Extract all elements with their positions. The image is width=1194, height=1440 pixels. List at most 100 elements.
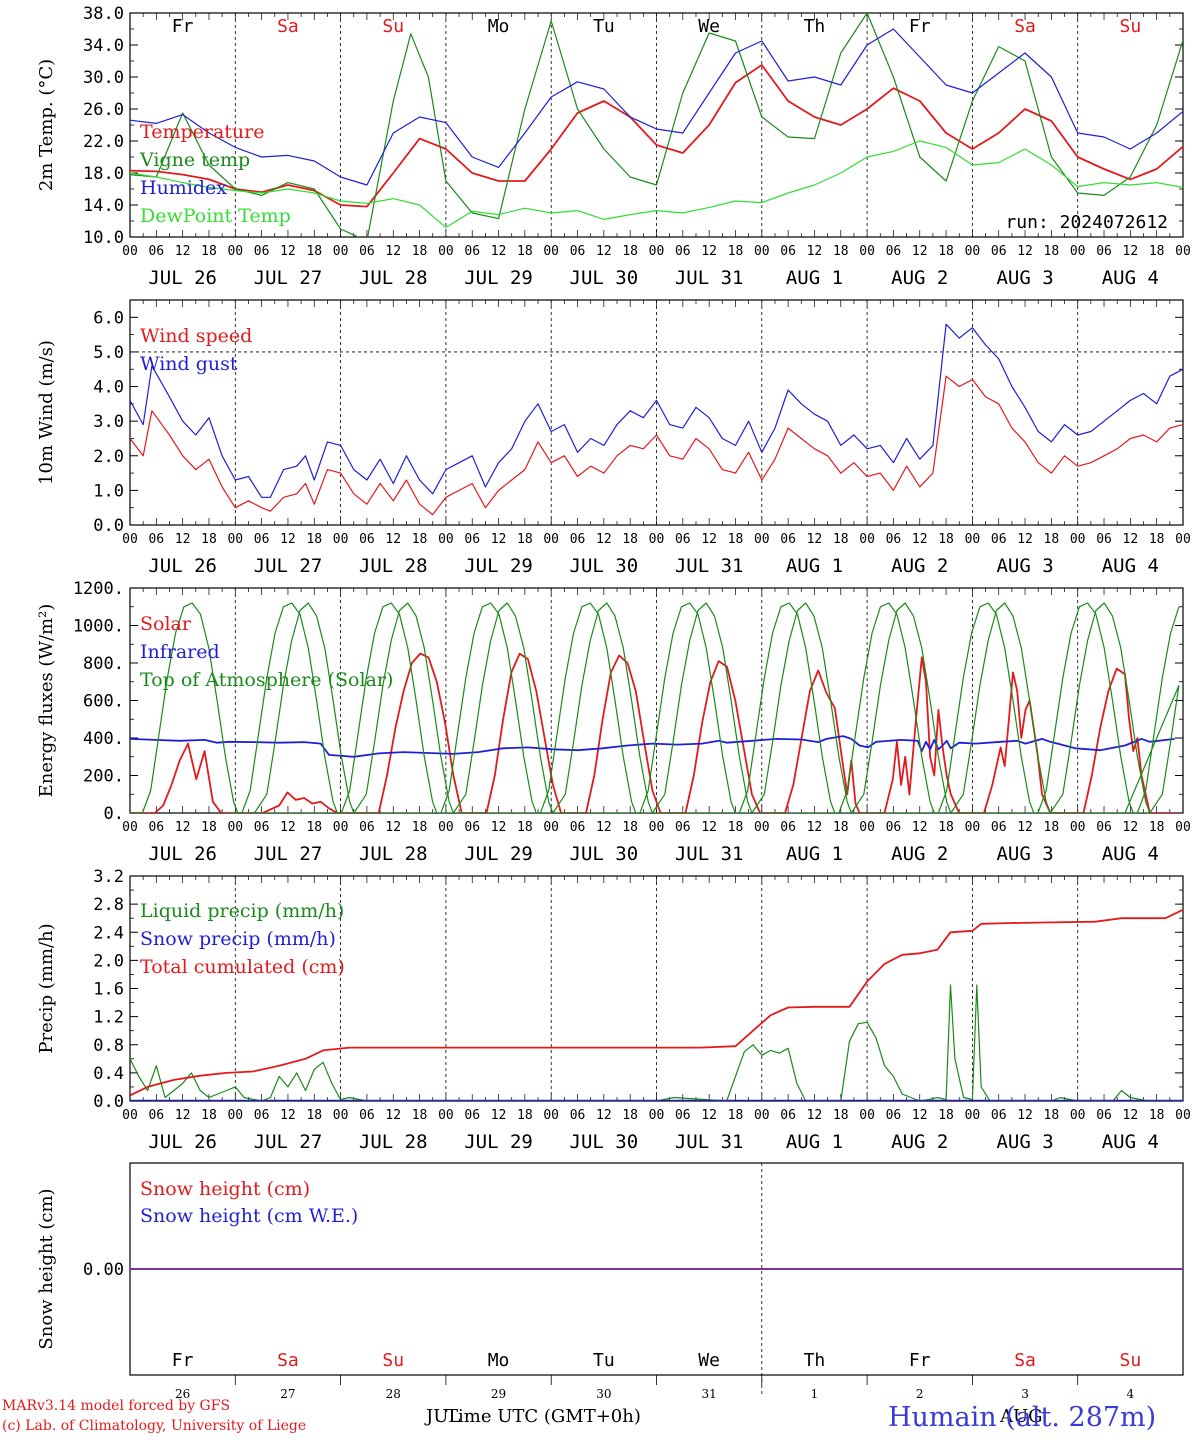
hour-tick-label: 06: [254, 244, 270, 259]
y-tick-label: 3.0: [93, 412, 124, 432]
hour-tick-label: 12: [912, 1108, 928, 1123]
hour-tick-label: 06: [991, 1108, 1007, 1123]
hour-tick-label: 06: [1096, 532, 1112, 547]
weekday-label: Tu: [593, 16, 615, 37]
date-label: AUG 4: [1102, 1131, 1159, 1153]
hour-tick-label: 18: [412, 1108, 428, 1123]
y-tick-label: 26.0: [83, 100, 124, 120]
date-label: JUL 27: [254, 843, 323, 865]
series-line-temperature: [130, 64, 1183, 208]
hour-tick-label: 18: [306, 820, 322, 835]
date-label: JUL 29: [464, 555, 533, 577]
hour-tick-label: 18: [1044, 820, 1060, 835]
date-label: JUL 28: [359, 555, 428, 577]
hour-tick-label: 00: [965, 820, 981, 835]
hour-tick-label: 18: [833, 1108, 849, 1123]
legend-entry: Snow height (cm W.E.): [140, 1205, 358, 1227]
y-tick-label: 1000.: [73, 617, 124, 637]
hour-tick-label: 06: [886, 532, 902, 547]
hour-tick-label: 00: [227, 244, 243, 259]
hour-tick-label: 06: [886, 1108, 902, 1123]
y-tick-label: 6.0: [93, 308, 124, 328]
legend-entry: Wind gust: [140, 353, 238, 375]
hour-tick-label: 06: [780, 244, 796, 259]
hour-tick-label: 12: [280, 820, 296, 835]
weekday-label: Sa: [1014, 1350, 1036, 1371]
y-tick-label: 5.0: [93, 343, 124, 363]
hour-tick-label: 00: [859, 1108, 875, 1123]
date-label: JUL 31: [675, 843, 744, 865]
y-axis-label: 2m Temp. (°C): [36, 59, 57, 191]
hour-tick-label: 06: [991, 820, 1007, 835]
date-label: AUG 3: [996, 1131, 1053, 1153]
hour-tick-label: 00: [754, 1108, 770, 1123]
credit-line-2: (c) Lab. of Climatology, University of L…: [2, 1418, 307, 1434]
date-label: JUL 29: [464, 843, 533, 865]
month-label-right: AUG: [1000, 1406, 1043, 1427]
hour-tick-label: 12: [912, 820, 928, 835]
hour-tick-label: 12: [491, 820, 507, 835]
date-label: JUL 30: [570, 555, 639, 577]
y-tick-label: 0.: [104, 804, 124, 824]
hour-tick-label: 06: [1096, 1108, 1112, 1123]
series-line-solar: [130, 652, 1175, 813]
y-tick-label: 22.0: [83, 132, 124, 152]
hour-tick-label: 06: [675, 1108, 691, 1123]
y-tick-label: 2.4: [93, 923, 124, 943]
hour-tick-label: 18: [412, 532, 428, 547]
day-number-label: 1: [811, 1387, 819, 1401]
hour-tick-label: 06: [148, 820, 164, 835]
hour-tick-label: 06: [780, 820, 796, 835]
day-number-label: 31: [702, 1387, 717, 1401]
date-label: AUG 2: [891, 267, 948, 289]
hour-tick-label: 00: [649, 244, 665, 259]
y-tick-label: 600.: [83, 692, 124, 712]
hour-tick-label: 18: [938, 244, 954, 259]
hour-tick-label: 12: [701, 820, 717, 835]
hour-tick-label: 12: [280, 244, 296, 259]
hour-tick-label: 12: [491, 532, 507, 547]
hour-tick-label: 06: [464, 1108, 480, 1123]
legend-entry: Total cumulated (cm): [140, 956, 345, 978]
hour-tick-label: 06: [780, 1108, 796, 1123]
hour-tick-label: 00: [122, 244, 138, 259]
date-label: JUL 28: [359, 843, 428, 865]
hour-tick-label: 12: [491, 1108, 507, 1123]
hour-tick-label: 18: [1149, 820, 1165, 835]
hour-tick-label: 18: [833, 244, 849, 259]
y-tick-label: 1200.: [73, 579, 124, 599]
hour-tick-label: 12: [1017, 1108, 1033, 1123]
date-label: JUL 26: [148, 267, 217, 289]
hour-tick-label: 12: [596, 532, 612, 547]
hour-tick-label: 00: [859, 820, 875, 835]
hour-tick-label: 12: [807, 532, 823, 547]
y-tick-label: 2.8: [93, 895, 124, 915]
hour-tick-label: 00: [859, 244, 875, 259]
hour-tick-label: 00: [227, 820, 243, 835]
legend-entry: Infrared: [140, 641, 220, 663]
weekday-label: Fr: [909, 1350, 931, 1371]
hour-tick-label: 00: [227, 532, 243, 547]
hour-tick-label: 18: [306, 1108, 322, 1123]
hour-tick-label: 12: [596, 1108, 612, 1123]
legend-entry: Snow height (cm): [140, 1178, 310, 1200]
hour-tick-label: 00: [333, 820, 349, 835]
hour-tick-label: 00: [543, 820, 559, 835]
hour-tick-label: 06: [359, 532, 375, 547]
y-tick-label: 1.6: [93, 980, 124, 1000]
day-number-label: 4: [1127, 1387, 1135, 1401]
plot-frame: [129, 299, 1184, 526]
credit-line-1: MARv3.14 model forced by GFS: [2, 1398, 231, 1414]
hour-tick-label: 12: [807, 1108, 823, 1123]
weekday-label: Th: [804, 1350, 826, 1371]
hour-tick-label: 06: [464, 532, 480, 547]
hour-tick-label: 00: [543, 532, 559, 547]
y-tick-label: 14.0: [83, 196, 124, 216]
hour-tick-label: 00: [333, 1108, 349, 1123]
day-number-label: 26: [175, 1387, 190, 1401]
date-label: JUL 27: [254, 1131, 323, 1153]
hour-tick-label: 00: [122, 532, 138, 547]
date-label: AUG 2: [891, 555, 948, 577]
weekday-labels-top: Fr Sa Su Mo Tu We Th Fr Sa Su: [172, 16, 1141, 37]
legend-entry: Vigne temp: [139, 149, 250, 171]
